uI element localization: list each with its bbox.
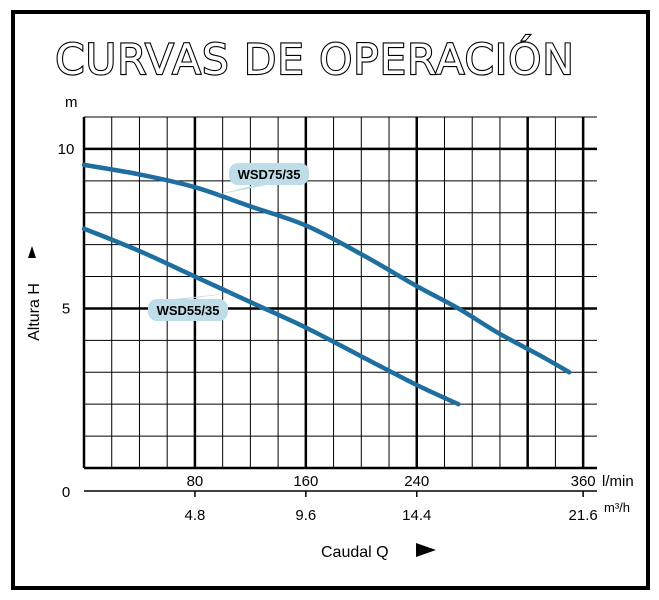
callout-bubble: [148, 299, 228, 321]
callout-wsd75-35: WSD75/35: [215, 163, 309, 196]
y-axis-ticks: 0 5 10: [58, 141, 75, 501]
series-callouts: WSD75/35 WSD55/35: [148, 163, 309, 321]
x-tick-label-lmin: 360: [571, 473, 596, 490]
callout-pointer: [174, 292, 237, 299]
x-axis-title: Caudal Q: [321, 543, 436, 561]
y-tick-label: 10: [58, 141, 75, 158]
x-unit-bottom: m³/h: [604, 500, 630, 515]
x-tick-label-lmin: 80: [187, 473, 204, 490]
curves-layer: [81, 162, 572, 407]
series-line-wsd55-35: [81, 226, 461, 407]
x-tick-label-lmin: 240: [404, 473, 429, 490]
chart-grid: [82, 116, 597, 470]
y-tick-label: 0: [62, 484, 70, 501]
y-axis-title: Altura H: [26, 246, 43, 341]
y-axis-label: Altura H: [26, 283, 43, 341]
y-unit-label: m: [65, 94, 78, 111]
callout-pointer: [215, 185, 267, 196]
x-tick-label-m3h: 9.6: [295, 507, 316, 524]
y-axis-arrow-icon: [28, 246, 36, 258]
callout-bubble: [229, 163, 309, 185]
chart-frame: [11, 10, 650, 590]
x-tick-label-m3h: 14.4: [402, 507, 431, 524]
callout-wsd55-35: WSD55/35: [148, 292, 237, 321]
series-line-wsd75-35: [81, 162, 572, 375]
x-unit-top: l/min: [602, 473, 634, 490]
x-tick-label-m3h: 21.6: [569, 507, 598, 524]
x-axis-ticks: 80 4.8 160 9.6 240 14.4 360 21.6: [84, 473, 598, 524]
x-tick-label-lmin: 160: [293, 473, 318, 490]
series-label: WSD75/35: [238, 167, 301, 182]
x-tick-label-m3h: 4.8: [184, 507, 205, 524]
chart-title: CURVAS DE OPERACIÓN: [55, 34, 575, 84]
x-axis-arrow-icon: [416, 543, 436, 557]
series-label: WSD55/35: [157, 303, 220, 318]
x-axis-label: Caudal Q: [321, 544, 389, 561]
y-tick-label: 5: [62, 300, 70, 317]
